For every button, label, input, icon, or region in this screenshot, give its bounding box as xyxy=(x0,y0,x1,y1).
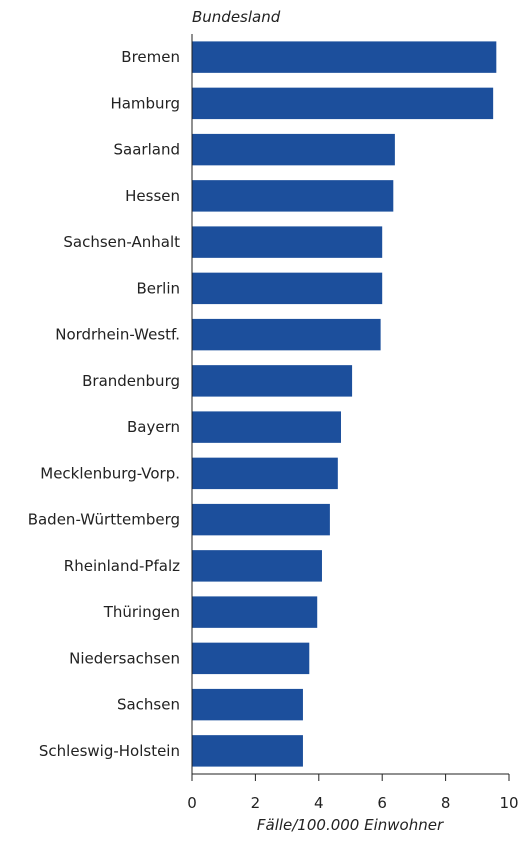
bar-0 xyxy=(192,41,497,73)
category-label-1: Hamburg xyxy=(110,94,180,112)
bar-7 xyxy=(192,365,353,397)
category-label-2: Saarland xyxy=(114,141,180,159)
category-label-15: Schleswig-Holstein xyxy=(39,742,180,760)
x-axis-title: Fälle/100.000 Einwohner xyxy=(257,816,444,834)
bar-10 xyxy=(192,503,330,536)
category-label-0: Bremen xyxy=(121,48,180,66)
bar-3 xyxy=(192,180,394,212)
x-tick-label-1: 2 xyxy=(251,794,261,812)
y-axis-title: Bundesland xyxy=(192,8,281,26)
category-label-4: Sachsen-Anhalt xyxy=(63,233,180,251)
x-tick-label-3: 6 xyxy=(377,794,387,812)
bar-13 xyxy=(192,642,310,675)
category-label-12: Thüringen xyxy=(103,603,180,621)
bar-11 xyxy=(192,550,322,582)
category-label-5: Berlin xyxy=(136,279,180,297)
category-label-10: Baden-Württemberg xyxy=(28,511,180,529)
category-label-14: Sachsen xyxy=(117,696,180,714)
x-tick-label-0: 0 xyxy=(187,794,197,812)
bar-5 xyxy=(192,272,383,305)
bar-15 xyxy=(192,735,303,767)
bars-group xyxy=(192,41,497,767)
category-labels-group: Bremen Hamburg Saarland Hessen Sachsen-Anhal… xyxy=(28,48,180,760)
category-label-9: Mecklenburg-Vorp. xyxy=(40,464,180,482)
bar-14 xyxy=(192,688,303,721)
x-tick-label-4: 8 xyxy=(441,794,451,812)
category-label-8: Bayern xyxy=(127,418,180,436)
category-label-7: Brandenburg xyxy=(82,372,180,390)
category-label-13: Niedersachsen xyxy=(69,649,180,667)
category-label-3: Hessen xyxy=(125,187,180,205)
x-ticks-group: 0 2 4 6 8 10 xyxy=(187,774,519,812)
category-label-11: Rheinland-Pfalz xyxy=(64,557,180,575)
category-label-6: Nordrhein-Westf. xyxy=(55,326,180,344)
bar-4 xyxy=(192,226,383,258)
bar-12 xyxy=(192,596,318,628)
bar-8 xyxy=(192,411,341,443)
bar-2 xyxy=(192,133,395,166)
x-tick-label-2: 4 xyxy=(314,794,324,812)
x-tick-label-5: 10 xyxy=(499,794,518,812)
bar-9 xyxy=(192,457,338,490)
bar-6 xyxy=(192,318,381,351)
bar-1 xyxy=(192,87,494,120)
